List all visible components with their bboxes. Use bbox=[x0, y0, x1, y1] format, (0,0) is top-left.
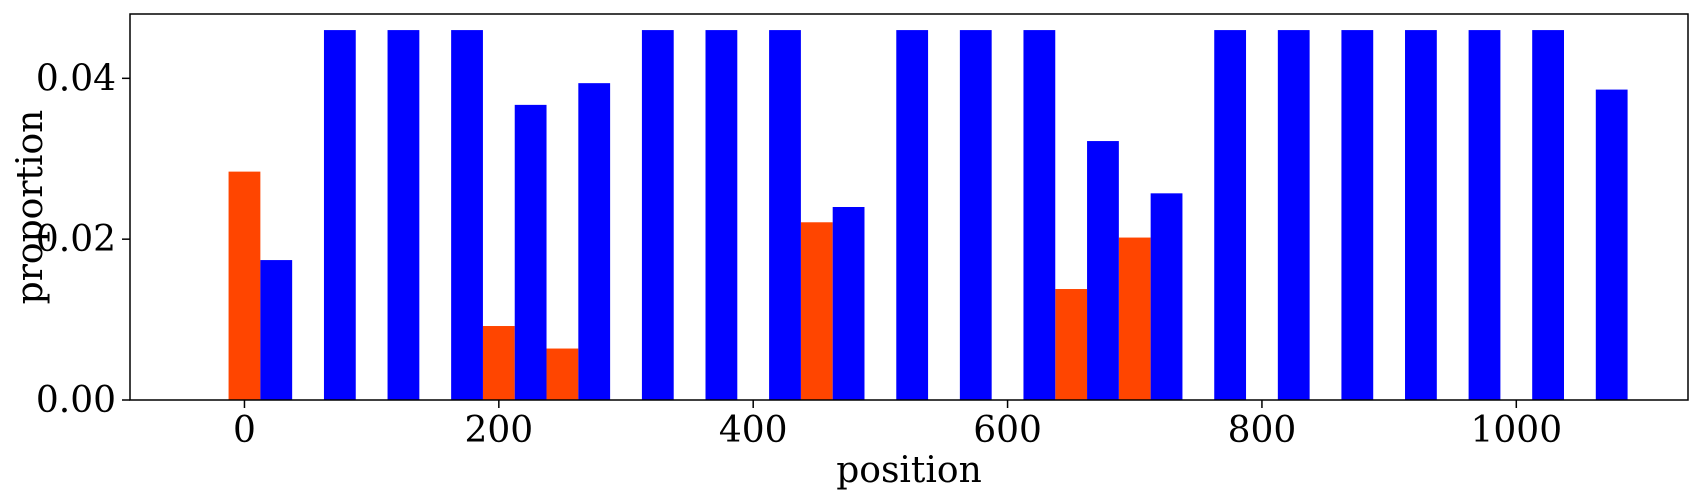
bar-series-2-450 bbox=[832, 207, 865, 400]
bar-series-2-1050 bbox=[1595, 89, 1628, 400]
y-axis-title: proportion bbox=[10, 110, 51, 305]
bar-series-2-200 bbox=[514, 104, 547, 400]
x-tick-label: 0 bbox=[233, 410, 256, 451]
bar-series-2-600 bbox=[1023, 30, 1056, 400]
bar-series-2-400 bbox=[769, 30, 801, 400]
x-axis-title: position bbox=[836, 450, 982, 491]
bars-group bbox=[228, 30, 1628, 401]
bar-series-2-850 bbox=[1341, 30, 1374, 400]
bar-series-2-350 bbox=[705, 30, 738, 400]
bar-series-2-900 bbox=[1405, 30, 1437, 400]
y-tick-label: 0.04 bbox=[36, 58, 116, 99]
bar-series-2-50 bbox=[323, 30, 356, 400]
y-tick-label: 0.00 bbox=[36, 380, 116, 421]
bar-series-1-450 bbox=[800, 222, 833, 400]
bar-series-1-700 bbox=[1118, 237, 1151, 400]
bar-series-2-250 bbox=[578, 83, 611, 401]
x-tick-label: 1000 bbox=[1470, 410, 1562, 451]
plot-frame bbox=[129, 13, 1689, 401]
bar-series-1-0 bbox=[228, 171, 261, 400]
x-tick-label: 800 bbox=[1228, 410, 1297, 451]
bar-series-2-1000 bbox=[1532, 30, 1564, 400]
bar-series-2-300 bbox=[641, 30, 674, 400]
y-axis: 0.00 0.02 0.04 bbox=[36, 58, 130, 421]
bar-series-2-500 bbox=[896, 30, 929, 400]
x-tick-label: 400 bbox=[719, 410, 788, 451]
bar-series-2-750 bbox=[1214, 30, 1247, 400]
bar-series-2-100 bbox=[387, 30, 420, 400]
x-tick-label: 600 bbox=[973, 410, 1042, 451]
bar-series-1-650 bbox=[1055, 289, 1088, 400]
bar-series-2-800 bbox=[1277, 30, 1310, 400]
bar-series-2-150 bbox=[451, 30, 483, 400]
bar-series-2-650 bbox=[1087, 141, 1119, 400]
bar-series-2-700 bbox=[1150, 193, 1183, 400]
y-tick-label: 0.02 bbox=[36, 219, 116, 260]
x-tick-label: 200 bbox=[464, 410, 533, 451]
bar-series-2-550 bbox=[959, 30, 992, 400]
bar-series-2-0 bbox=[260, 260, 293, 400]
bar-series-2-950 bbox=[1468, 30, 1501, 400]
x-axis: 0 200 400 600 800 1000 bbox=[233, 400, 1562, 451]
bar-series-1-250 bbox=[546, 348, 579, 400]
bar-series-1-200 bbox=[482, 326, 515, 400]
